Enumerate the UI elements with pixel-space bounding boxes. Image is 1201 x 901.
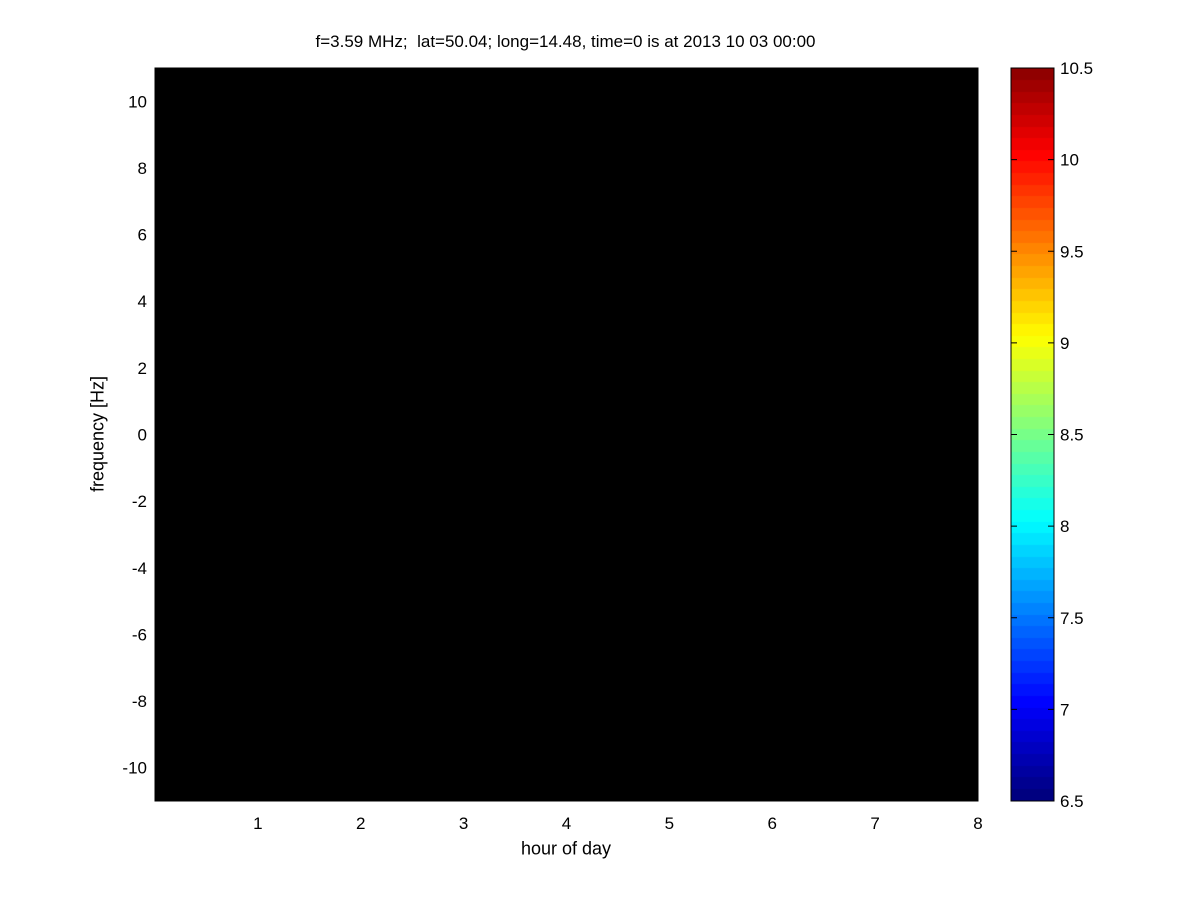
y-tick-label: 2 <box>138 359 147 378</box>
y-tick-label: 4 <box>138 292 147 311</box>
y-tick-label: -10 <box>122 759 147 778</box>
y-tick-label: 10 <box>128 92 147 111</box>
x-tick-label: 3 <box>459 814 468 833</box>
y-tick-label: 6 <box>138 226 147 245</box>
x-tick-label: 7 <box>870 814 879 833</box>
colorbar-tick-label: 10 <box>1060 151 1079 170</box>
x-tick-label: 5 <box>665 814 674 833</box>
colorbar-tick-label: 7 <box>1060 700 1069 719</box>
y-tick-label: -4 <box>132 559 147 578</box>
colorbar-tick-label: 7.5 <box>1060 609 1084 628</box>
colorbar-tick-label: 10.5 <box>1060 59 1093 78</box>
colorbar-frame <box>1010 67 1055 802</box>
colorbar-tick-label: 8 <box>1060 517 1069 536</box>
y-axis-label: frequency [Hz] <box>87 375 108 493</box>
y-tick-label: -6 <box>132 625 147 644</box>
x-tick-label: 6 <box>768 814 777 833</box>
colorbar-gradient <box>1011 68 1054 801</box>
x-tick-label: 8 <box>973 814 982 833</box>
chart-title: f=3.59 MHz; lat=50.04; long=14.48, time=… <box>315 32 816 51</box>
plot-frame <box>154 67 979 802</box>
colorbar-tick-label: 6.5 <box>1060 792 1084 811</box>
y-tick-label: -2 <box>132 492 147 511</box>
x-tick-label: 4 <box>562 814 571 833</box>
x-axis-label: hour of day <box>520 838 612 859</box>
spectrogram-heatmap <box>155 68 978 801</box>
colorbar-tick-label: 9.5 <box>1060 242 1084 261</box>
x-tick-label: 1 <box>253 814 262 833</box>
colorbar-tick-label: 8.5 <box>1060 426 1084 445</box>
y-tick-label: 8 <box>138 159 147 178</box>
y-tick-label: 0 <box>138 426 147 445</box>
x-tick-label: 2 <box>356 814 365 833</box>
y-tick-label: -8 <box>132 692 147 711</box>
colorbar-tick-label: 9 <box>1060 334 1069 353</box>
